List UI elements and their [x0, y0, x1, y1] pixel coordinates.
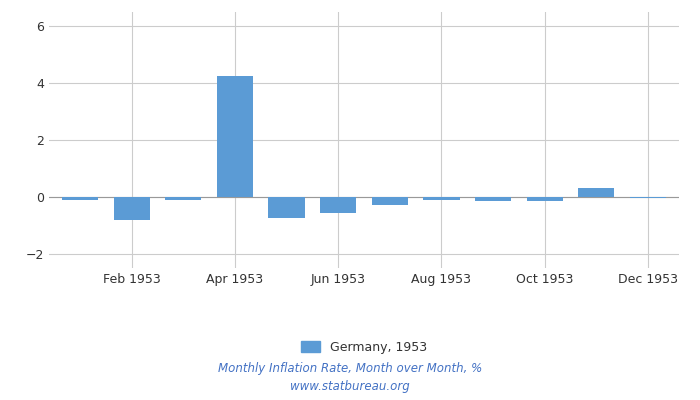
Text: Monthly Inflation Rate, Month over Month, %: Monthly Inflation Rate, Month over Month… [218, 362, 482, 375]
Bar [475, 197, 511, 201]
Text: www.statbureau.org: www.statbureau.org [290, 380, 410, 393]
Bar [320, 197, 356, 212]
Bar [113, 197, 150, 220]
Bar [62, 197, 98, 200]
Bar [630, 197, 666, 198]
Bar [269, 197, 304, 218]
Bar [372, 197, 408, 206]
Bar [424, 197, 459, 200]
Bar [217, 76, 253, 197]
Bar [526, 197, 563, 201]
Bar [165, 197, 202, 200]
Legend: Germany, 1953: Germany, 1953 [296, 336, 432, 359]
Bar [578, 188, 615, 197]
